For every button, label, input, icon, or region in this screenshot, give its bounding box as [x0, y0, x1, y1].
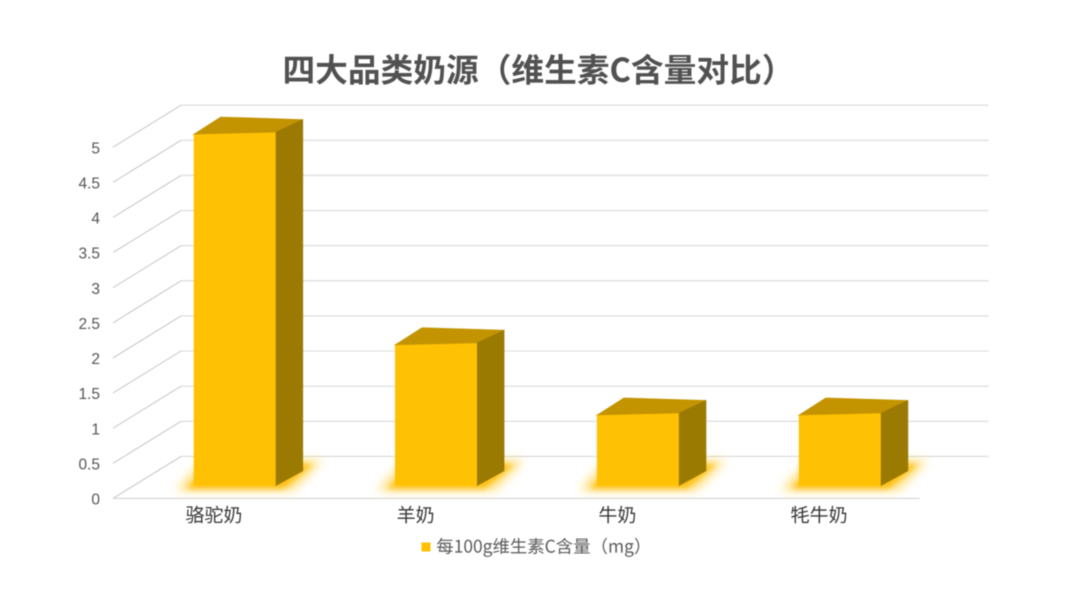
svg-text:5: 5 — [91, 140, 100, 157]
svg-text:0: 0 — [91, 492, 100, 509]
svg-text:1: 1 — [91, 421, 100, 438]
svg-text:4.5: 4.5 — [78, 175, 100, 192]
svg-text:3.5: 3.5 — [78, 246, 100, 263]
svg-text:2.5: 2.5 — [78, 316, 100, 333]
svg-text:3: 3 — [91, 281, 100, 298]
svg-text:1.5: 1.5 — [78, 386, 100, 403]
svg-text:4: 4 — [91, 211, 100, 228]
svg-text:2: 2 — [91, 351, 100, 368]
svg-text:0.5: 0.5 — [78, 456, 100, 473]
